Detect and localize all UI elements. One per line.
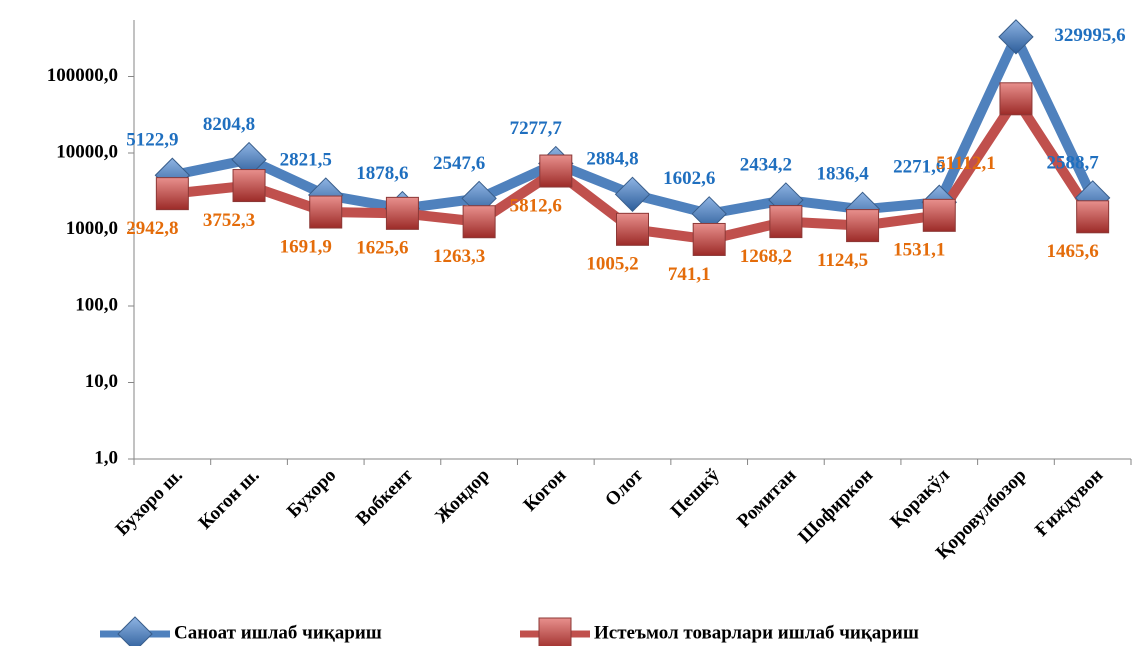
data-point bbox=[1076, 200, 1110, 234]
data-point bbox=[922, 198, 956, 232]
x-tick-label: Ромитан bbox=[733, 465, 800, 532]
data-point bbox=[155, 177, 189, 211]
value-label: 1005,2 bbox=[586, 254, 638, 275]
y-tick-label: 10,0 bbox=[85, 371, 118, 392]
value-label: 1691,9 bbox=[280, 236, 332, 257]
x-tick-label: Шофиркон bbox=[794, 465, 877, 548]
value-label: 329995,6 bbox=[1054, 25, 1125, 46]
data-point bbox=[385, 196, 419, 230]
data-point bbox=[232, 169, 266, 203]
value-label: 2942,8 bbox=[126, 218, 178, 239]
data-point bbox=[539, 154, 573, 188]
x-tick-label: Бухоро ш. bbox=[112, 465, 187, 540]
value-label: 1836,4 bbox=[816, 164, 869, 185]
value-label: 2588,7 bbox=[1047, 152, 1100, 173]
data-point bbox=[616, 212, 649, 246]
value-label: 1268,2 bbox=[740, 246, 792, 267]
value-label: 1602,6 bbox=[663, 168, 715, 189]
legend-marker bbox=[117, 616, 153, 646]
value-label: 8204,8 bbox=[203, 114, 255, 135]
value-label: 2821,5 bbox=[280, 149, 332, 170]
value-label: 5812,6 bbox=[510, 195, 562, 216]
y-tick-label: 1,0 bbox=[94, 447, 118, 468]
data-point bbox=[846, 209, 880, 243]
data-point bbox=[692, 222, 726, 256]
value-label: 2434,2 bbox=[740, 154, 792, 175]
y-tick-label: 100000,0 bbox=[47, 65, 118, 86]
data-point bbox=[462, 205, 496, 239]
x-tick-label: Қоракўл bbox=[886, 465, 954, 533]
legend-label: Истеъмол товарлари ишлаб чиқариш bbox=[594, 622, 919, 643]
value-label: 2547,6 bbox=[433, 153, 485, 174]
x-tick-label: Жондор bbox=[431, 465, 494, 528]
legend-item: Истеъмол товарлари ишлаб чиқариш bbox=[520, 617, 919, 646]
data-point bbox=[769, 205, 803, 239]
data-point bbox=[999, 82, 1033, 116]
value-label: 3752,3 bbox=[203, 210, 255, 231]
x-tick-label: Когон ш. bbox=[195, 465, 264, 534]
value-label: 2884,8 bbox=[586, 149, 638, 170]
value-label: 1625,6 bbox=[356, 238, 408, 259]
value-label: 741,1 bbox=[668, 264, 711, 285]
legend-item: Саноат ишлаб чиқариш bbox=[100, 616, 382, 646]
x-tick-label: Пешкў bbox=[667, 464, 724, 521]
x-tick-label: Вобкент bbox=[352, 464, 417, 529]
y-tick-label: 10000,0 bbox=[56, 141, 118, 162]
value-label: 1531,1 bbox=[893, 240, 945, 261]
value-label: 7277,7 bbox=[510, 118, 563, 139]
value-label: 2271,6 bbox=[893, 157, 945, 178]
data-point bbox=[998, 19, 1034, 55]
data-point bbox=[309, 195, 343, 229]
value-label: 1124,5 bbox=[817, 250, 868, 271]
y-tick-label: 1000,0 bbox=[66, 218, 118, 239]
data-point bbox=[614, 176, 651, 213]
x-tick-label: Когон bbox=[520, 465, 571, 516]
value-label: 5122,9 bbox=[126, 130, 178, 151]
value-label: 1878,6 bbox=[356, 163, 408, 184]
y-tick-label: 100,0 bbox=[75, 294, 118, 315]
legend-marker bbox=[538, 617, 572, 646]
value-label: 1465,6 bbox=[1047, 241, 1099, 262]
x-tick-label: Олот bbox=[601, 464, 647, 510]
value-label: 51112,1 bbox=[936, 153, 996, 174]
legend-label: Саноат ишлаб чиқариш bbox=[174, 622, 382, 643]
value-label: 1263,3 bbox=[433, 246, 485, 267]
x-tick-label: Ғиждувон bbox=[1031, 465, 1107, 541]
x-tick-label: Бухоро bbox=[283, 465, 340, 522]
